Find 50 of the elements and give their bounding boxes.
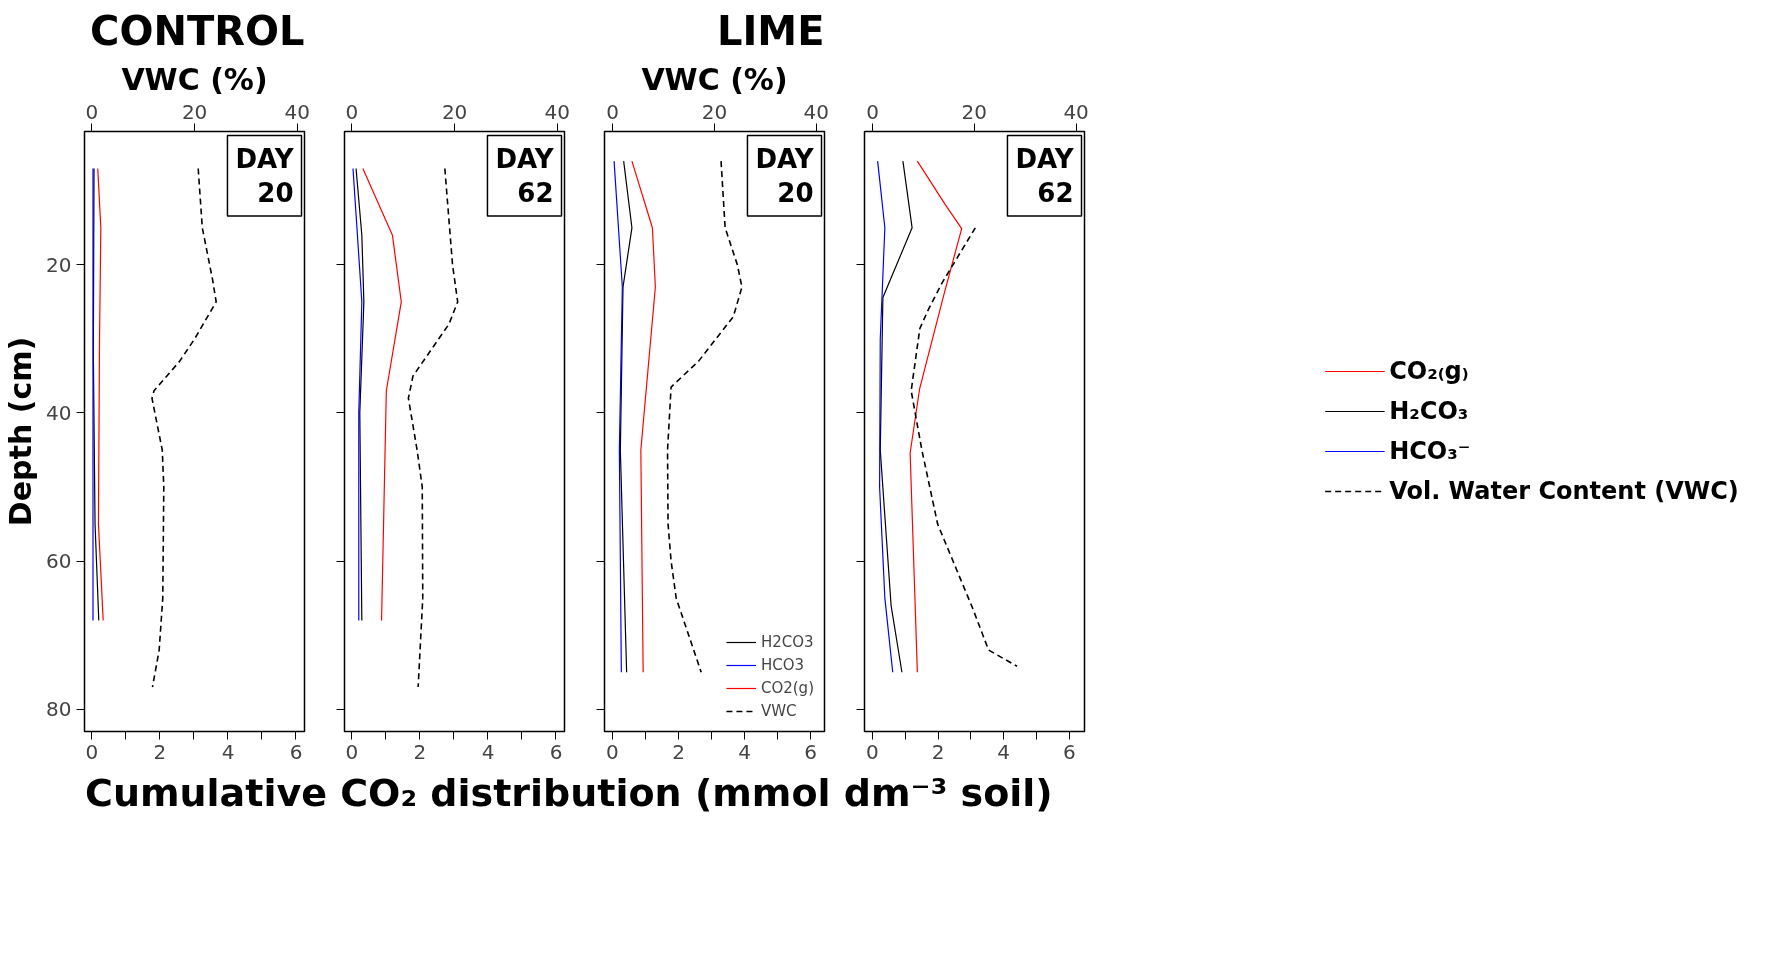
annotation: DAY 62 [495,143,555,208]
x-tick-label: 0 [345,739,359,764]
x2-axis-title: VWC (%) [641,61,788,97]
x2-tick-label: 0 [606,99,619,124]
chart-title: CONTROL [90,7,305,54]
x-tick-label: 4 [738,739,751,764]
x2-tick-label: 20 [181,99,208,124]
x-tick-label: 6 [1063,739,1076,764]
x2-tick-label: 0 [345,99,359,124]
x-tick-label: 4 [997,739,1011,764]
x-tick-label: 6 [804,739,817,764]
y-tick-label: 40 [46,400,72,425]
x-tick-label: 4 [221,739,235,764]
x-tick-label: 0 [85,739,99,764]
annotation: DAY 62 [1015,143,1075,208]
x-tick-label: 6 [289,739,303,764]
x2-tick-label: 20 [701,99,728,124]
x2-tick-label: 40 [1063,99,1089,124]
legend-label: H₂CO₃ [1389,397,1469,425]
x-tick-label: 0 [866,739,879,764]
y-tick-label: 60 [46,549,72,574]
x2-tick-label: 40 [284,99,311,124]
annotation: DAY 20 [235,143,295,208]
x2-tick-label: 40 [803,99,830,124]
y-tick-label: 20 [46,252,72,277]
legend-label: CO₂₍g₎ [1389,357,1469,385]
x-tick-label: 6 [549,739,563,764]
x2-tick-label: 0 [866,99,879,124]
x2-tick-label: 0 [85,99,99,124]
x-tick-label: 2 [413,739,427,764]
x2-tick-label: 20 [961,99,988,124]
x-tick-label: 2 [672,739,685,764]
chart-title: LIME [717,7,825,54]
legend-label: Vol. Water Content (VWC) [1389,477,1739,505]
x2-tick-label: 20 [441,99,468,124]
annotation: DAY 20 [755,143,815,208]
x2-tick-label: 40 [544,99,571,124]
legend-label: HCO₃⁻ [1389,437,1471,465]
x-tick-label: 2 [153,739,167,764]
legend-label: H2CO3 [760,633,814,651]
y-tick-label: 80 [46,697,72,722]
x-axis-title: Cumulative CO₂ distribution (mmol dm⁻³ soil) [85,770,1053,817]
x-tick-label: 0 [606,739,619,764]
y-axis-title: Depth (cm) [3,336,39,527]
legend-label: HCO3 [760,656,805,674]
legend-label: VWC [760,702,797,720]
x-tick-label: 2 [931,739,945,764]
x2-axis-title: VWC (%) [121,61,268,97]
x-tick-label: 4 [481,739,495,764]
legend-label: CO2(g) [760,679,814,697]
